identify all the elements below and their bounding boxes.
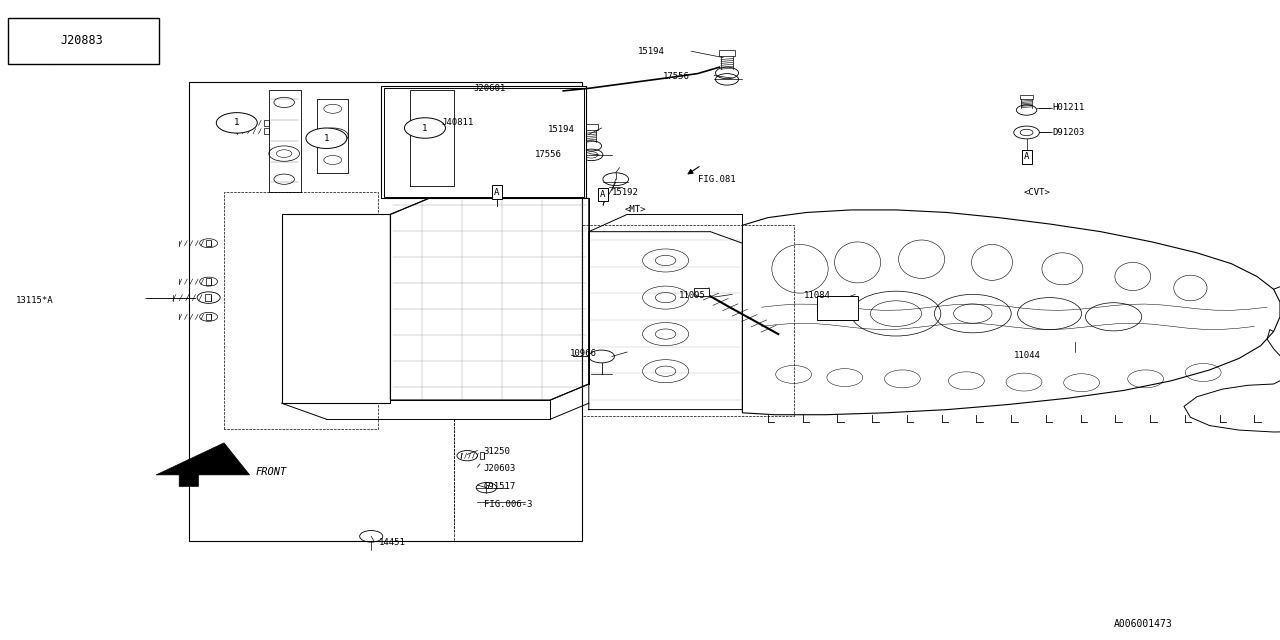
Circle shape <box>12 32 47 50</box>
Text: <CVT>: <CVT> <box>1024 188 1051 196</box>
Circle shape <box>404 118 445 138</box>
Text: 13115*A: 13115*A <box>15 296 52 305</box>
Text: 17556: 17556 <box>535 150 562 159</box>
Text: J40811: J40811 <box>442 118 474 127</box>
Bar <box>694 288 709 296</box>
Text: 15192: 15192 <box>612 188 639 196</box>
Text: A: A <box>1024 152 1029 161</box>
Bar <box>206 278 211 285</box>
Text: <MT>: <MT> <box>625 205 646 214</box>
Text: 11044: 11044 <box>1014 351 1041 360</box>
Text: 1: 1 <box>27 36 32 46</box>
Text: J20603: J20603 <box>484 464 516 473</box>
Circle shape <box>216 113 257 133</box>
Text: 10966: 10966 <box>570 349 596 358</box>
Text: 14451: 14451 <box>379 538 406 547</box>
Bar <box>1020 95 1033 99</box>
Circle shape <box>306 128 347 148</box>
Text: G91517: G91517 <box>484 482 516 491</box>
Text: 1: 1 <box>324 134 329 143</box>
Bar <box>381 86 586 198</box>
Bar <box>206 314 211 320</box>
Text: D91203: D91203 <box>1052 128 1084 137</box>
Text: A: A <box>494 188 499 196</box>
Bar <box>817 296 858 320</box>
Bar <box>545 128 550 134</box>
Polygon shape <box>156 443 250 486</box>
Text: FIG.006-3: FIG.006-3 <box>484 500 532 509</box>
Text: FRONT: FRONT <box>256 467 287 477</box>
Bar <box>384 88 584 197</box>
Bar <box>264 120 269 126</box>
Bar <box>205 294 211 301</box>
Bar <box>8 18 159 64</box>
Bar <box>264 128 269 134</box>
Text: 31250: 31250 <box>484 447 511 456</box>
Bar <box>480 452 484 459</box>
Bar <box>206 240 211 246</box>
Bar <box>556 88 559 94</box>
Bar <box>282 214 390 403</box>
Text: 1: 1 <box>234 118 239 127</box>
Text: J20883: J20883 <box>60 35 102 47</box>
Text: H01211: H01211 <box>1052 103 1084 112</box>
Text: 15194: 15194 <box>548 125 575 134</box>
Text: J20601: J20601 <box>474 84 506 93</box>
Text: A006001473: A006001473 <box>1114 619 1172 629</box>
Text: 1: 1 <box>422 124 428 132</box>
Text: 17556: 17556 <box>663 72 690 81</box>
Bar <box>585 124 598 129</box>
Text: 11095: 11095 <box>678 291 705 300</box>
Bar <box>719 50 735 56</box>
Text: 11084: 11084 <box>804 291 831 300</box>
Text: 15194: 15194 <box>637 47 664 56</box>
Text: FIG.081: FIG.081 <box>698 175 735 184</box>
Text: A: A <box>600 190 605 199</box>
